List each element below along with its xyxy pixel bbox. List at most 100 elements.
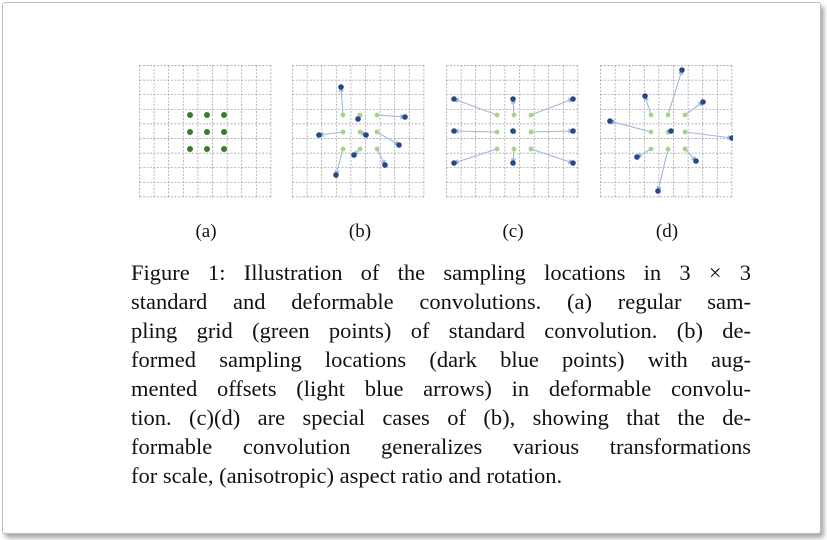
deformed-sampling-point: [510, 128, 516, 134]
offset-arrow: [338, 86, 345, 116]
standard-sampling-point: [204, 129, 210, 135]
base-sampling-point: [340, 146, 346, 152]
deformed-sampling-point: [510, 96, 516, 102]
deformed-sampling-point: [668, 128, 674, 134]
deformed-sampling-point: [679, 67, 685, 73]
base-sampling-point: [494, 112, 500, 118]
offset-arrow: [530, 128, 574, 134]
deformed-sampling-point: [351, 152, 357, 158]
caption-line: standard and deformable convolutions. (a…: [131, 289, 751, 314]
caption-line: pling grid (green points) of standard co…: [131, 318, 751, 343]
offset-arrow: [453, 148, 498, 165]
base-sampling-point: [682, 146, 688, 152]
base-sampling-point: [682, 129, 688, 135]
base-sampling-point: [340, 129, 346, 135]
base-sampling-point: [665, 112, 671, 118]
deformed-sampling-point: [570, 160, 576, 166]
base-sampling-point: [357, 129, 363, 135]
offset-arrow: [667, 69, 684, 116]
base-sampling-point: [528, 129, 534, 135]
deformed-sampling-point: [338, 84, 344, 90]
figure-frame: (a) (b) (c) (d) Figure 1: Illustration o…: [2, 2, 821, 534]
offset-arrow: [656, 148, 669, 192]
standard-sampling-point: [187, 129, 193, 135]
panel-c-svg: [446, 65, 579, 198]
caption-line: Figure 1: Illustration of the sampling l…: [131, 260, 751, 285]
base-sampling-point: [374, 129, 380, 135]
panel-b-label: (b): [348, 221, 372, 242]
standard-sampling-point: [221, 112, 227, 118]
base-sampling-point: [340, 112, 346, 118]
base-sampling-point: [494, 129, 500, 135]
base-sampling-point: [357, 112, 363, 118]
panel-d-svg: [600, 65, 733, 198]
deformed-sampling-point: [634, 154, 640, 160]
base-sampling-point: [374, 146, 380, 152]
base-sampling-point: [648, 146, 654, 152]
deformed-sampling-point: [607, 118, 613, 124]
caption-line: formed sampling locations (dark blue poi…: [131, 347, 751, 372]
offset-arrow: [376, 131, 400, 146]
panel-b-deformed-grid: [292, 65, 425, 199]
offset-arrow: [643, 95, 652, 116]
standard-sampling-point: [187, 112, 193, 118]
offset-arrow: [376, 113, 406, 120]
panel-a-regular-grid: [139, 65, 272, 199]
deformed-sampling-point: [355, 116, 361, 122]
offset-arrow: [609, 119, 652, 133]
base-sampling-point: [374, 112, 380, 118]
base-sampling-point: [511, 146, 517, 152]
dashed-grid: [292, 65, 425, 198]
offset-arrow: [684, 131, 733, 141]
deformed-sampling-point: [382, 162, 388, 168]
standard-sampling-point: [221, 146, 227, 152]
offset-arrow: [530, 98, 574, 116]
standard-sampling-point: [221, 129, 227, 135]
caption-line: for scale, (anisotropic) aspect ratio an…: [131, 463, 563, 488]
panel-b-svg: [292, 65, 425, 198]
offset-arrow: [453, 128, 498, 134]
base-sampling-point: [665, 146, 671, 152]
dashed-grid: [139, 65, 272, 198]
panel-d-label: (d): [655, 221, 679, 242]
panel-c-label: (c): [502, 221, 524, 242]
offset-arrow: [530, 148, 574, 165]
deformed-sampling-point: [396, 142, 402, 148]
deformed-sampling-point: [642, 93, 648, 99]
panel-c-scale-grid: [446, 65, 579, 199]
deformed-sampling-point: [570, 128, 576, 134]
caption-line: tion. (c)(d) are special cases of (b), s…: [131, 405, 751, 430]
base-sampling-point: [648, 112, 654, 118]
deformed-sampling-point: [451, 96, 457, 102]
deformed-sampling-point: [729, 135, 733, 141]
deformed-sampling-point: [655, 188, 661, 194]
caption-line: mented offsets (light blue arrows) in de…: [131, 376, 751, 401]
panel-a-svg: [139, 65, 272, 198]
base-sampling-point: [494, 146, 500, 152]
deformed-sampling-point: [451, 160, 457, 166]
deformed-sampling-point: [700, 99, 706, 105]
base-sampling-point: [511, 112, 517, 118]
offset-arrow: [318, 131, 344, 138]
standard-sampling-point: [204, 146, 210, 152]
deformed-sampling-point: [510, 160, 516, 166]
standard-sampling-point: [187, 146, 193, 152]
deformed-sampling-point: [316, 132, 322, 138]
offset-arrow: [376, 148, 386, 166]
base-sampling-point: [682, 112, 688, 118]
base-sampling-point: [357, 146, 363, 152]
panel-a-label: (a): [195, 221, 217, 242]
deformed-sampling-point: [402, 114, 408, 120]
base-sampling-point: [528, 112, 534, 118]
offset-arrow: [334, 148, 344, 176]
base-sampling-point: [528, 146, 534, 152]
offset-arrow: [684, 101, 704, 116]
deformed-sampling-point: [693, 158, 699, 164]
base-sampling-point: [648, 129, 654, 135]
figure-caption: Figure 1: Illustration of the sampling l…: [131, 258, 751, 490]
deformed-sampling-point: [451, 128, 457, 134]
panel-d-rotation-grid: [600, 65, 733, 199]
standard-sampling-point: [204, 112, 210, 118]
caption-line: formable convolution generalizes various…: [131, 434, 751, 459]
dashed-grid: [446, 65, 579, 198]
